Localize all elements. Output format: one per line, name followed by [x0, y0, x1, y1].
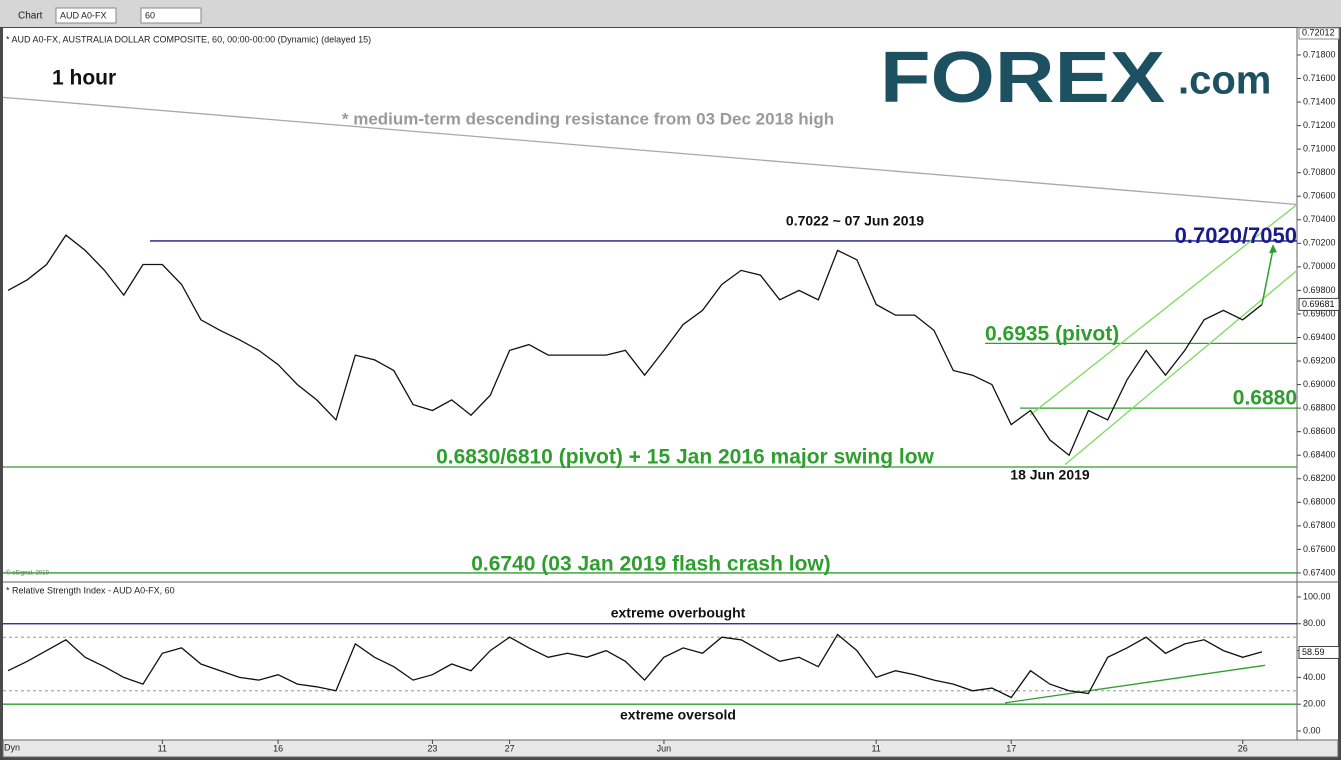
x-tick-label: 16: [273, 743, 283, 753]
projection-arrowhead: [1269, 244, 1277, 254]
y-tick-label: 0.68600: [1303, 426, 1336, 436]
y-tick-label: 0.70600: [1303, 191, 1336, 201]
interval-box[interactable]: [140, 7, 202, 24]
panel-title: * Relative Strength Index - AUD A0-FX, 6…: [6, 585, 175, 595]
y-tick-label: 0.69400: [1303, 332, 1336, 342]
toolbar-symbol[interactable]: AUD A0-FX: [60, 10, 107, 20]
annotation: 0.7020/7050: [1175, 223, 1297, 248]
last-value-box: [1298, 297, 1340, 311]
y-tick-label: 0.71600: [1303, 73, 1336, 83]
last-value-label: 58.59: [1302, 647, 1325, 657]
toolbar-tab[interactable]: Chart: [18, 11, 43, 22]
last-value-box: [1298, 645, 1340, 659]
y-tick-label: 0.69800: [1303, 285, 1336, 295]
annotation: 0.6830/6810 (pivot) + 15 Jan 2016 major …: [436, 446, 934, 469]
logo-main: FOREX: [880, 38, 1165, 118]
y-tick-label: 0.71000: [1303, 144, 1336, 154]
toolbar: [0, 0, 1341, 27]
scale-top-label: 0.72012: [1302, 27, 1335, 37]
y-tick-label: 0.70400: [1303, 214, 1336, 224]
footer-label: Dyn: [4, 742, 20, 752]
annotation: 0.6935 (pivot): [985, 323, 1119, 346]
chart-area: [3, 28, 1338, 740]
annotation: extreme overbought: [611, 605, 746, 621]
trend-line: [1064, 269, 1298, 466]
y-tick-label: 0.71200: [1303, 120, 1336, 130]
trend-line: [1004, 664, 1266, 704]
annotation: 0.6880: [1233, 387, 1297, 410]
annotation: * medium-term descending resistance from…: [342, 109, 834, 128]
y-tick-label: 80.00: [1303, 618, 1326, 628]
price-line: [7, 633, 1263, 699]
y-tick-label: 0.69000: [1303, 379, 1336, 389]
y-tick-label: 0.67600: [1303, 544, 1336, 554]
x-tick-label: Jun: [657, 743, 672, 753]
y-tick-label: 0.68000: [1303, 497, 1336, 507]
y-tick-label: 0.70200: [1303, 238, 1336, 248]
y-tick-label: 0.69200: [1303, 355, 1336, 365]
y-tick-label: 100.00: [1303, 591, 1331, 601]
y-tick-label: 40.00: [1303, 672, 1326, 682]
trend-line: [2, 96, 1298, 206]
trend-line: [1029, 203, 1298, 416]
panel-title: * AUD A0-FX, AUSTRALIA DOLLAR COMPOSITE,…: [6, 34, 371, 44]
last-value-label: 0.69681: [1302, 299, 1335, 309]
y-tick-label: 0.70000: [1303, 261, 1336, 271]
x-tick-label: 27: [505, 743, 515, 753]
projection-arrow: [1261, 249, 1274, 305]
x-tick-label: 26: [1238, 743, 1248, 753]
annotation: 0.6740 (03 Jan 2019 flash crash low): [471, 553, 831, 576]
scale-top-box: [1298, 27, 1340, 40]
y-tick-label: 0.69600: [1303, 308, 1336, 318]
x-axis-bar: [2, 739, 1339, 758]
annotation: 0.7022 ~ 07 Jun 2019: [786, 213, 924, 229]
toolbar-interval[interactable]: 60: [145, 10, 155, 20]
annotation: 1 hour: [52, 67, 116, 90]
y-tick-label: 20.00: [1303, 699, 1326, 709]
annotation: 18 Jun 2019: [1010, 467, 1090, 483]
logo-box: [877, 50, 1287, 112]
symbol-box[interactable]: [55, 7, 117, 24]
y-tick-label: 0.67400: [1303, 567, 1336, 577]
y-tick-label: 0.71800: [1303, 49, 1336, 59]
x-tick-label: 11: [871, 743, 880, 753]
annotation: extreme oversold: [620, 707, 736, 723]
y-tick-label: 0.68400: [1303, 450, 1336, 460]
y-tick-label: 0.67800: [1303, 520, 1336, 530]
x-tick-label: 11: [158, 743, 167, 753]
y-tick-label: 0.71400: [1303, 96, 1336, 106]
x-tick-label: 17: [1006, 743, 1016, 753]
y-tick-label: 0.68200: [1303, 473, 1336, 483]
logo-suffix: .com: [1178, 59, 1271, 103]
price-line: [7, 234, 1263, 457]
y-tick-label: 0.68800: [1303, 403, 1336, 413]
y-tick-label: 0.00: [1303, 725, 1321, 735]
x-tick-label: 23: [427, 743, 437, 753]
y-tick-label: 0.70800: [1303, 167, 1336, 177]
